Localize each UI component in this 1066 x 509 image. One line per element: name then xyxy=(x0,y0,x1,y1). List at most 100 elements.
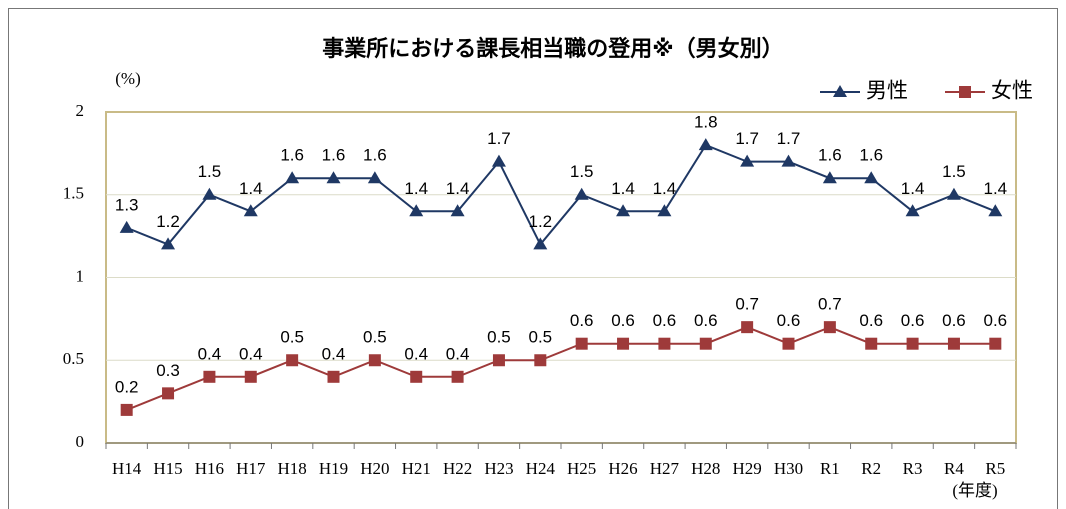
x-tick-label: H25 xyxy=(567,459,596,478)
y-tick-label: 2 xyxy=(76,101,85,120)
frame xyxy=(8,8,1058,509)
data-point xyxy=(782,337,795,350)
data-point xyxy=(243,204,258,217)
series-line xyxy=(126,326,996,411)
y-axis-label: (%) xyxy=(115,69,140,88)
y-tick-label: 1 xyxy=(76,266,85,285)
data-point xyxy=(161,237,176,250)
data-label: 0.4 xyxy=(322,344,346,363)
legend-marker xyxy=(833,85,847,97)
x-tick-label: H29 xyxy=(732,459,761,478)
data-point xyxy=(327,370,340,383)
data-point xyxy=(699,337,712,350)
data-label: 0.6 xyxy=(653,311,677,330)
x-tick-label: H21 xyxy=(402,459,431,478)
data-label: 0.5 xyxy=(528,328,552,347)
x-tick-label: R2 xyxy=(861,459,881,478)
data-label: 0.6 xyxy=(694,311,718,330)
data-point xyxy=(947,337,960,350)
data-point xyxy=(574,187,589,200)
data-point xyxy=(989,337,1002,350)
data-point xyxy=(326,171,341,184)
data-label: 0.4 xyxy=(198,344,222,363)
data-point xyxy=(741,321,754,334)
x-tick-label: H26 xyxy=(608,459,637,478)
data-label: 1.6 xyxy=(818,146,842,165)
data-point xyxy=(575,337,588,350)
data-label: 1.6 xyxy=(859,146,883,165)
x-tick-label: R5 xyxy=(985,459,1005,478)
data-point xyxy=(119,220,134,233)
data-label: 0.6 xyxy=(983,311,1007,330)
data-point xyxy=(864,171,879,184)
data-label: 0.6 xyxy=(570,311,594,330)
data-point xyxy=(286,354,299,367)
data-label: 1.7 xyxy=(487,129,511,148)
data-label: 0.3 xyxy=(156,361,180,380)
x-tick-label: H20 xyxy=(360,459,389,478)
data-label: 1.4 xyxy=(983,179,1007,198)
data-point xyxy=(491,154,506,167)
data-label: 0.6 xyxy=(611,311,635,330)
x-tick-label: H14 xyxy=(112,459,142,478)
x-tick-label: H18 xyxy=(277,459,306,478)
x-tick-label: R3 xyxy=(903,459,923,478)
data-label: 1.5 xyxy=(198,162,222,181)
data-label: 1.2 xyxy=(156,212,180,231)
data-point xyxy=(367,171,382,184)
y-tick-label: 1.5 xyxy=(63,184,84,203)
data-label: 1.7 xyxy=(735,129,759,148)
y-tick-label: 0 xyxy=(76,432,85,451)
data-label: 1.4 xyxy=(239,179,263,198)
x-tick-label: H23 xyxy=(484,459,513,478)
data-point xyxy=(906,337,919,350)
data-point xyxy=(410,370,423,383)
data-point xyxy=(202,187,217,200)
data-point xyxy=(162,387,175,400)
data-label: 0.4 xyxy=(404,344,428,363)
data-point xyxy=(533,237,548,250)
x-tick-label: H27 xyxy=(650,459,680,478)
data-point xyxy=(823,321,836,334)
data-point xyxy=(658,337,671,350)
legend-label: 男性 xyxy=(866,80,908,103)
x-tick-label: H17 xyxy=(236,459,266,478)
data-point xyxy=(657,204,672,217)
data-label: 0.6 xyxy=(901,311,925,330)
data-point xyxy=(616,204,631,217)
data-label: 0.5 xyxy=(280,328,304,347)
data-point xyxy=(285,171,300,184)
data-label: 1.6 xyxy=(363,146,387,165)
data-point xyxy=(450,204,465,217)
data-label: 0.5 xyxy=(363,328,387,347)
data-label: 1.7 xyxy=(777,129,801,148)
data-label: 1.6 xyxy=(322,146,346,165)
data-label: 0.7 xyxy=(735,295,759,314)
data-point xyxy=(244,370,257,383)
x-tick-label: H28 xyxy=(691,459,720,478)
data-point xyxy=(492,354,505,367)
x-axis-label: (年度) xyxy=(952,481,997,500)
data-point xyxy=(865,337,878,350)
data-point xyxy=(203,370,216,383)
data-label: 1.2 xyxy=(528,212,552,231)
data-point xyxy=(120,403,133,416)
data-point xyxy=(534,354,547,367)
data-point xyxy=(740,154,755,167)
data-label: 0.7 xyxy=(818,295,842,314)
data-label: 0.6 xyxy=(777,311,801,330)
data-point xyxy=(822,171,837,184)
chart-title: 事業所における課長相当職の登用※（男女別） xyxy=(322,36,783,61)
data-label: 0.6 xyxy=(859,311,883,330)
data-label: 1.4 xyxy=(901,179,925,198)
data-label: 1.4 xyxy=(404,179,428,198)
x-tick-label: H19 xyxy=(319,459,348,478)
legend-marker xyxy=(959,86,971,98)
x-tick-label: H22 xyxy=(443,459,472,478)
x-tick-label: R4 xyxy=(944,459,964,478)
y-tick-label: 0.5 xyxy=(63,349,84,368)
data-point xyxy=(617,337,630,350)
x-tick-label: R1 xyxy=(820,459,840,478)
